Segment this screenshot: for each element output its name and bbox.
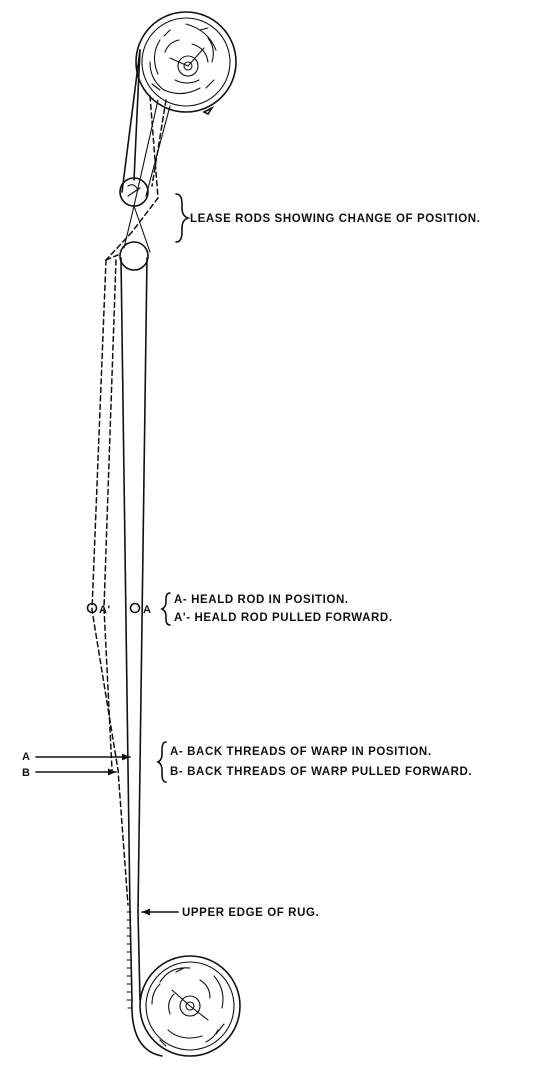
- bottom-beam-texture: [151, 967, 225, 1047]
- label-back-threads-in-position: A- BACK THREADS OF WARP IN POSITION.: [170, 746, 432, 758]
- rug-fringe: [126, 911, 133, 1009]
- label-upper-edge-of-rug: UPPER EDGE OF RUG.: [182, 907, 319, 919]
- marker-a-prime: A': [99, 604, 111, 616]
- top-beam-texture: [149, 23, 217, 95]
- lease-brace: [175, 193, 191, 243]
- heald-rod-markers: A' A: [86, 602, 152, 616]
- arrow-label-b: B: [22, 767, 31, 779]
- label-heald-rod-in-position: A- HEALD ROD IN POSITION.: [174, 594, 349, 606]
- warp-arrows: A B: [22, 751, 131, 779]
- upper-edge-pointer: [141, 908, 179, 916]
- back-threads-brace: [156, 741, 167, 783]
- label-lease-rods: LEASE RODS SHOWING CHANGE OF POSITION.: [190, 213, 481, 225]
- pulled-forward-warp-dashed: [91, 254, 129, 906]
- heald-brace: [160, 592, 171, 626]
- label-back-threads-pulled-forward: B- BACK THREADS OF WARP PULLED FORWARD.: [170, 766, 472, 778]
- bottom-cloth-beam: [131, 955, 241, 1057]
- label-heald-rod-pulled-forward: A'- HEALD ROD PULLED FORWARD.: [174, 612, 393, 624]
- top-warp-beam: [135, 11, 237, 116]
- heald-rod-in-position: [129, 602, 141, 614]
- arrow-label-a: A: [22, 751, 31, 763]
- heald-rod-pulled-forward: [86, 602, 98, 614]
- upper-warp-lines: [105, 49, 171, 261]
- marker-a: A: [143, 604, 152, 616]
- lease-rods: [119, 177, 149, 271]
- main-warp-threads: [120, 257, 148, 1001]
